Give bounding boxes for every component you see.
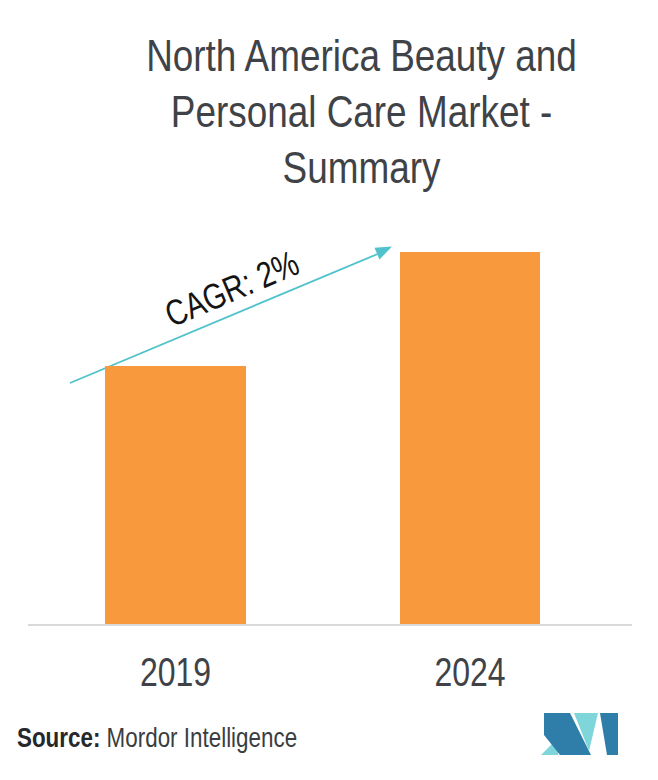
x-tick-2024: 2024 [414,650,526,695]
x-axis-line [28,624,632,626]
source-value: Mordor Intelligence [100,722,297,753]
mordor-intelligence-logo [540,710,625,758]
bar-2024 [400,252,540,625]
bar-2019 [105,366,246,625]
chart-title: North America Beauty and Personal Care M… [143,28,580,196]
x-tick-2019: 2019 [119,650,232,695]
logo-dark-right-bar [600,713,618,755]
cagr-annotation: CAGR: 2% [150,238,314,339]
source-note: Source: Mordor Intelligence [17,722,297,754]
source-label: Source: [17,722,100,753]
